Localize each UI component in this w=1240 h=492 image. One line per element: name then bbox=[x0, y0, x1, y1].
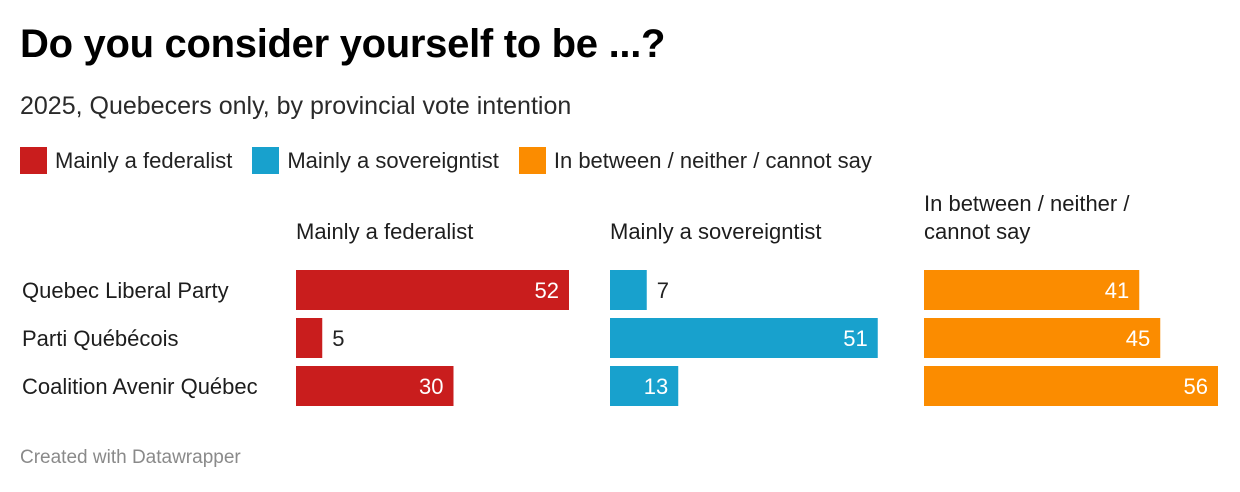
data-label-in-between-neither-cannot-say-parti-qu-b-cois: 45 bbox=[1126, 326, 1150, 351]
legend-label-in-between: In between / neither / cannot say bbox=[553, 147, 872, 173]
legend-swatch-sovereigntist bbox=[252, 147, 280, 174]
panel-header-in-between-neither-cannot-say-line-1: In between / neither / bbox=[924, 191, 1130, 216]
data-label-in-between-neither-cannot-say-coalition-avenir-qu-bec: 56 bbox=[1184, 374, 1208, 399]
legend-label-federalist: Mainly a federalist bbox=[55, 147, 233, 173]
legend-swatch-federalist bbox=[20, 147, 47, 174]
bar-mainly-a-sovereigntist-parti-qu-b-cois bbox=[610, 318, 878, 358]
panel-header-in-between-neither-cannot-say-line-2: cannot say bbox=[924, 219, 1030, 244]
legend-item-in-between: In between / neither / cannot say bbox=[518, 147, 872, 174]
footer-credit: Created with Datawrapper bbox=[20, 447, 241, 468]
bar-mainly-a-federalist-quebec-liberal-party bbox=[296, 270, 569, 310]
legend-item-sovereigntist: Mainly a sovereigntist bbox=[252, 147, 499, 174]
data-label-mainly-a-sovereigntist-coalition-avenir-qu-bec: 13 bbox=[644, 374, 668, 399]
legend: Mainly a federalist Mainly a sovereignti… bbox=[20, 147, 892, 174]
category-label-quebec-liberal-party: Quebec Liberal Party bbox=[22, 278, 229, 303]
panel-header-mainly-a-sovereigntist: Mainly a sovereigntist bbox=[610, 219, 822, 244]
legend-item-federalist: Mainly a federalist bbox=[20, 147, 232, 174]
bar-mainly-a-federalist-coalition-avenir-qu-bec bbox=[296, 366, 454, 406]
legend-swatch-in-between bbox=[518, 147, 546, 174]
data-label-mainly-a-sovereigntist-parti-qu-b-cois: 51 bbox=[843, 326, 867, 351]
bar-mainly-a-federalist-parti-qu-b-cois bbox=[296, 318, 323, 358]
chart-title: Do you consider yourself to be ...? bbox=[20, 22, 666, 66]
bar-mainly-a-sovereigntist-quebec-liberal-party bbox=[610, 270, 647, 310]
data-label-mainly-a-federalist-quebec-liberal-party: 52 bbox=[535, 278, 559, 303]
category-label-coalition-avenir-qu-bec: Coalition Avenir Québec bbox=[22, 374, 258, 399]
chart-subtitle: 2025, Quebecers only, by provincial vote… bbox=[20, 92, 572, 120]
bar-in-between-neither-cannot-say-quebec-liberal-party bbox=[924, 270, 1140, 310]
bar-mainly-a-sovereigntist-coalition-avenir-qu-bec bbox=[610, 366, 679, 406]
legend-label-sovereigntist: Mainly a sovereigntist bbox=[287, 147, 499, 173]
category-label-parti-qu-b-cois: Parti Québécois bbox=[22, 326, 179, 351]
data-label-mainly-a-federalist-parti-qu-b-cois: 5 bbox=[332, 326, 344, 351]
data-label-mainly-a-sovereigntist-quebec-liberal-party: 7 bbox=[657, 278, 669, 303]
bar-in-between-neither-cannot-say-coalition-avenir-qu-bec bbox=[924, 366, 1218, 406]
data-label-in-between-neither-cannot-say-quebec-liberal-party: 41 bbox=[1105, 278, 1129, 303]
bar-in-between-neither-cannot-say-parti-qu-b-cois bbox=[924, 318, 1161, 358]
data-label-mainly-a-federalist-coalition-avenir-qu-bec: 30 bbox=[419, 374, 443, 399]
panel-header-mainly-a-federalist: Mainly a federalist bbox=[296, 219, 473, 244]
